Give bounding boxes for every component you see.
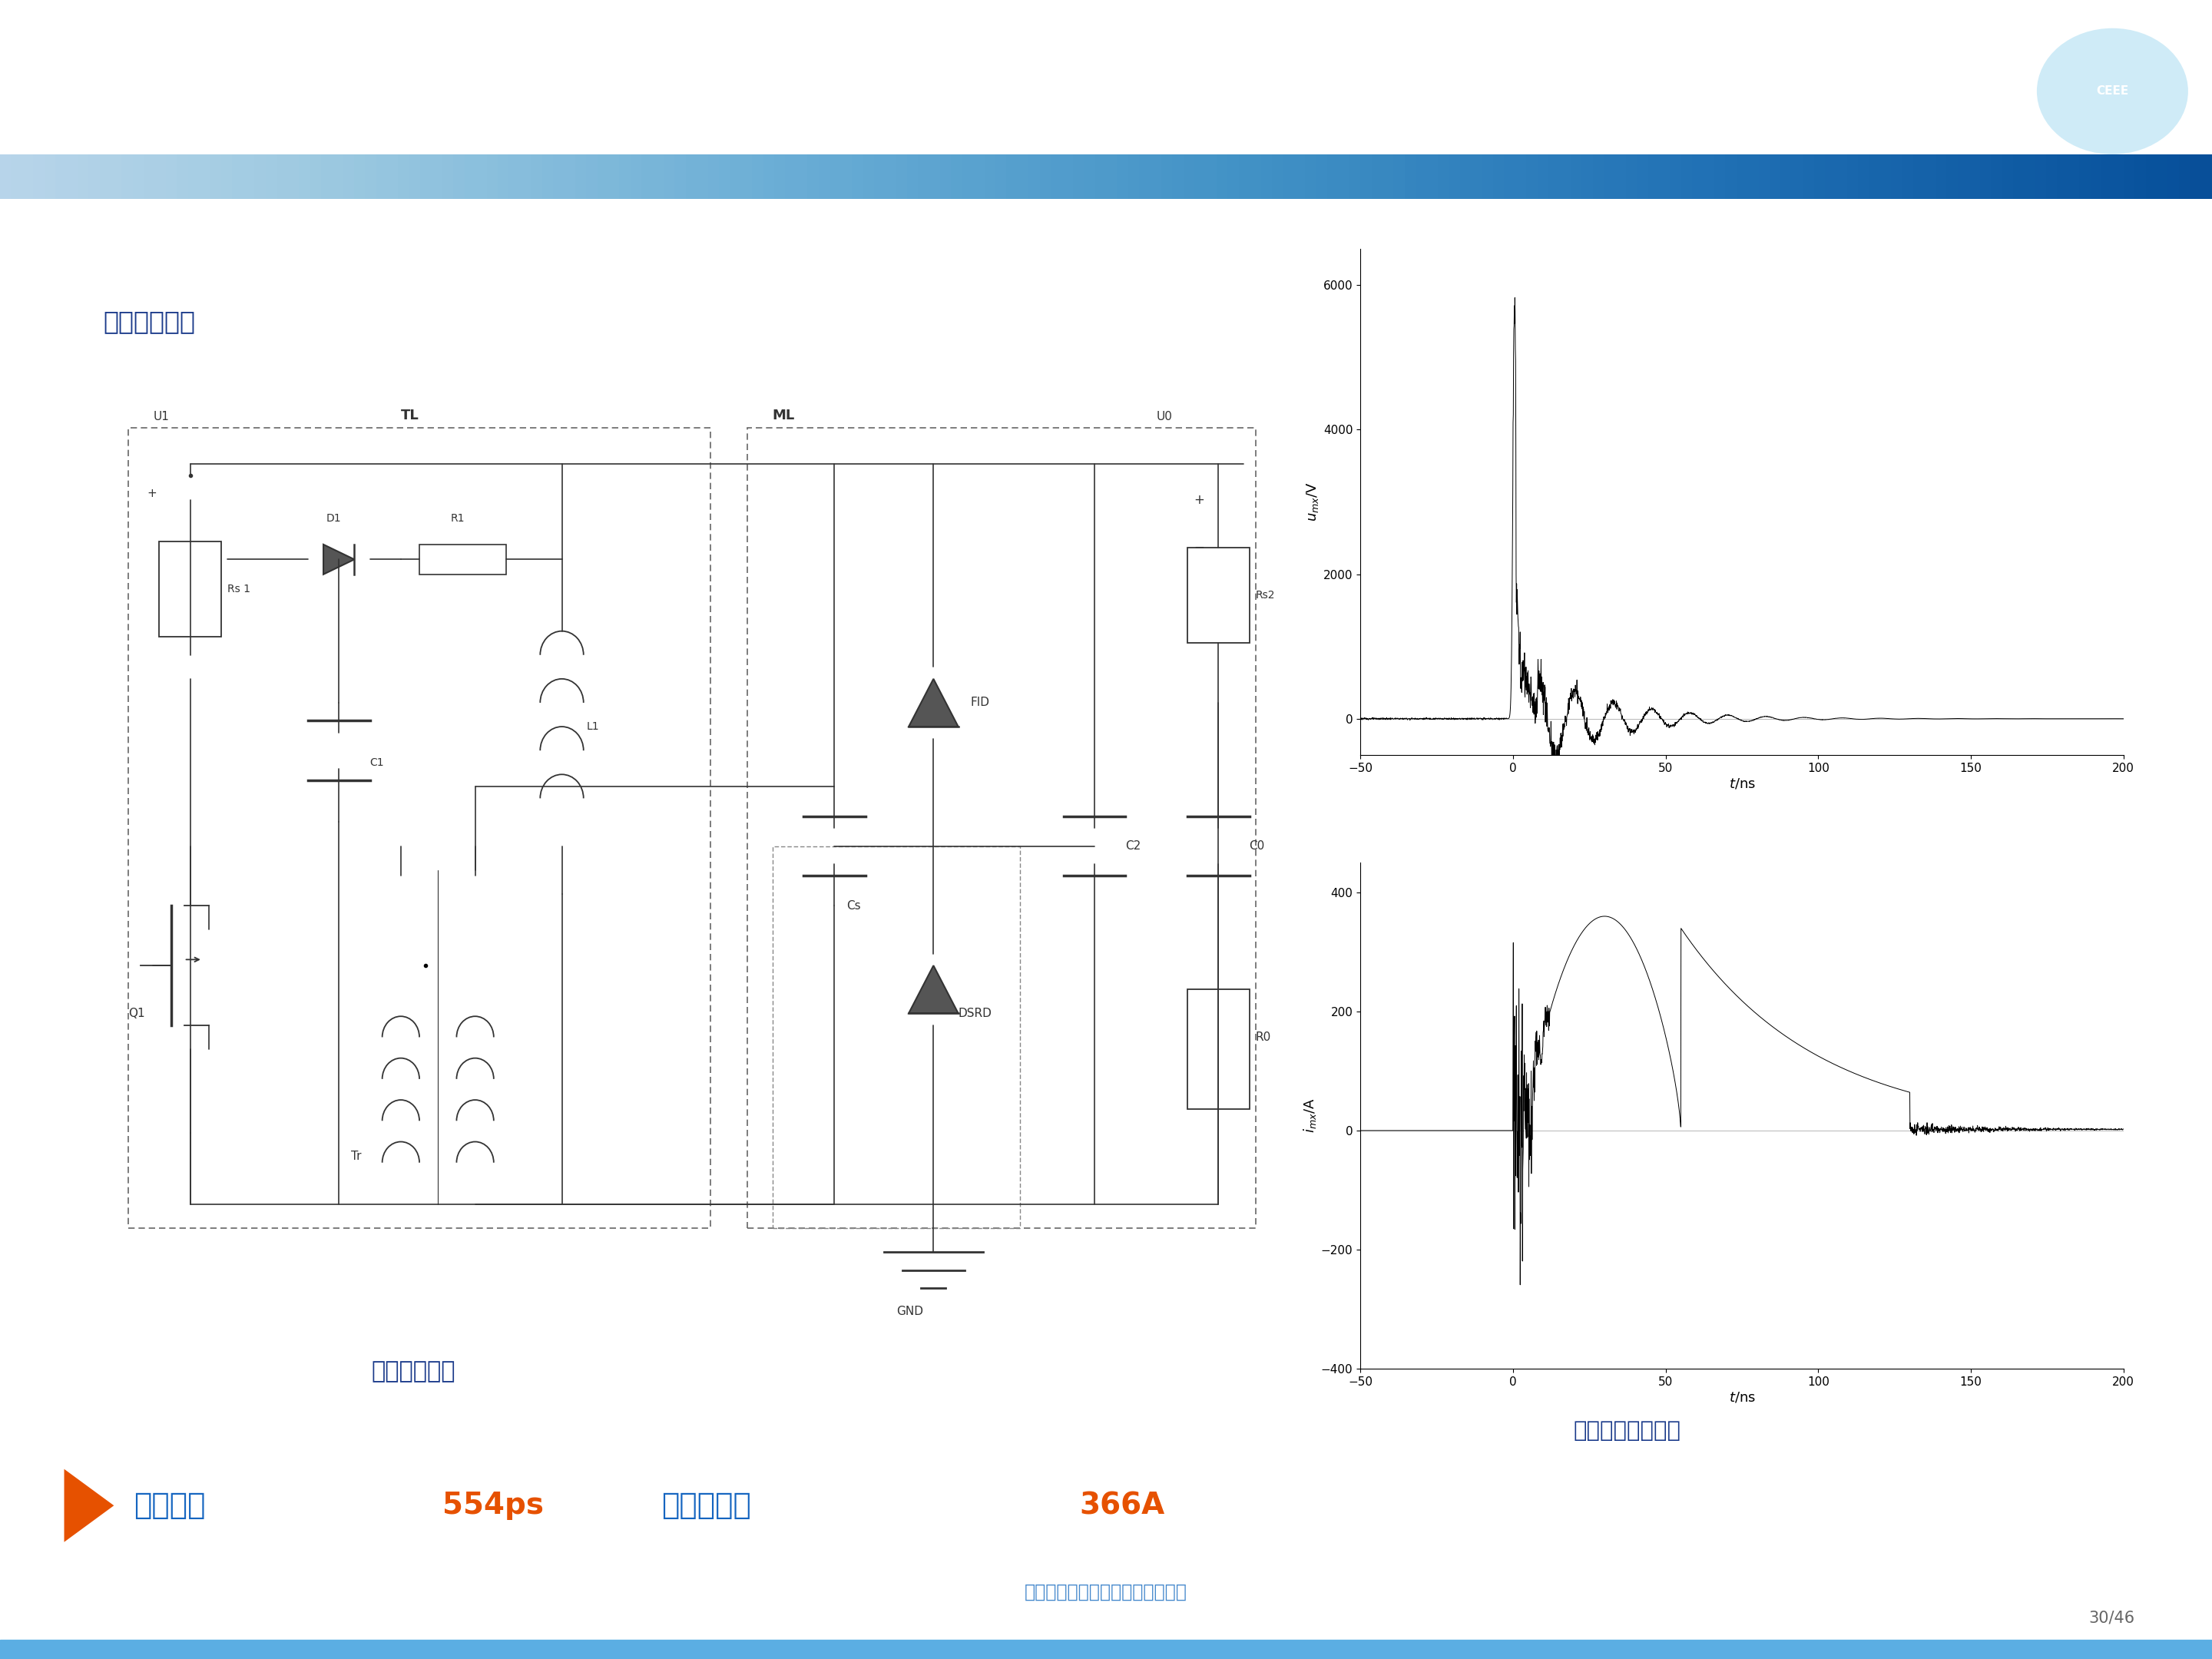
Text: L1: L1 [586, 722, 599, 732]
Text: CEEE: CEEE [2097, 86, 2128, 96]
Y-axis label: $u_{mx}$/V: $u_{mx}$/V [1305, 481, 1321, 523]
Bar [420, 544, 507, 574]
Bar [0, 1639, 2212, 1659]
Text: Q1: Q1 [128, 1007, 146, 1019]
Text: +: + [146, 488, 157, 499]
Text: C2: C2 [1126, 841, 1141, 851]
Polygon shape [909, 679, 958, 727]
Text: 366A: 366A [1079, 1491, 1166, 1520]
Polygon shape [323, 544, 354, 574]
Text: U0: U0 [1157, 410, 1172, 421]
Text: 器件特性测试: 器件特性测试 [104, 309, 195, 333]
Text: C1: C1 [369, 757, 385, 768]
Text: 开通电压电流波形: 开通电压电流波形 [1573, 1420, 1681, 1442]
Text: D1: D1 [327, 513, 341, 524]
Text: TL: TL [400, 408, 418, 421]
Text: Tr: Tr [352, 1151, 361, 1163]
Bar [772, 846, 1020, 1228]
Text: 30/46: 30/46 [2088, 1611, 2135, 1626]
Y-axis label: $i_{mx}$/A: $i_{mx}$/A [1301, 1098, 1318, 1133]
X-axis label: $t$/ns: $t$/ns [1728, 1390, 1756, 1405]
Text: Cs: Cs [847, 901, 860, 911]
Bar [159, 541, 221, 637]
Text: U1: U1 [153, 410, 168, 421]
Text: R0: R0 [1256, 1032, 1272, 1044]
Polygon shape [909, 966, 958, 1014]
Text: Rs 1: Rs 1 [228, 584, 250, 594]
Text: 554ps: 554ps [442, 1491, 544, 1520]
Bar [748, 428, 1256, 1228]
Text: FID: FID [971, 697, 989, 708]
Polygon shape [64, 1470, 115, 1543]
Text: ，负载电流: ，负载电流 [661, 1491, 752, 1520]
Text: −: − [1194, 541, 1203, 554]
Text: 皮秒级: 皮秒级 [62, 60, 161, 113]
Bar [1188, 547, 1250, 644]
Text: FID: FID [420, 61, 518, 113]
Circle shape [2037, 28, 2188, 154]
Text: R1: R1 [451, 513, 465, 524]
Text: 中国电工技术学会新媒体平台发布: 中国电工技术学会新媒体平台发布 [1024, 1583, 1188, 1601]
Text: C0: C0 [1250, 841, 1265, 851]
Text: 开通时间: 开通时间 [135, 1491, 206, 1520]
Text: 测试电路拓扑: 测试电路拓扑 [372, 1360, 456, 1384]
Text: +: + [1194, 493, 1203, 506]
Text: Rs2: Rs2 [1256, 591, 1274, 601]
Text: ML: ML [772, 408, 794, 421]
Text: DSRD: DSRD [958, 1007, 991, 1019]
Text: GND: GND [896, 1306, 922, 1317]
X-axis label: $t$/ns: $t$/ns [1728, 776, 1756, 791]
Bar [1188, 989, 1250, 1108]
Text: ——研究进展: ——研究进展 [586, 60, 830, 113]
Bar [128, 428, 710, 1228]
